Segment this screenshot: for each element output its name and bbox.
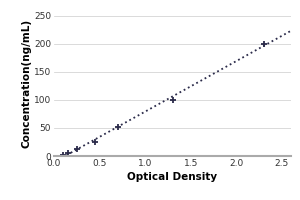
X-axis label: Optical Density: Optical Density <box>128 172 218 182</box>
Y-axis label: Concentration(ng/mL): Concentration(ng/mL) <box>21 18 31 148</box>
